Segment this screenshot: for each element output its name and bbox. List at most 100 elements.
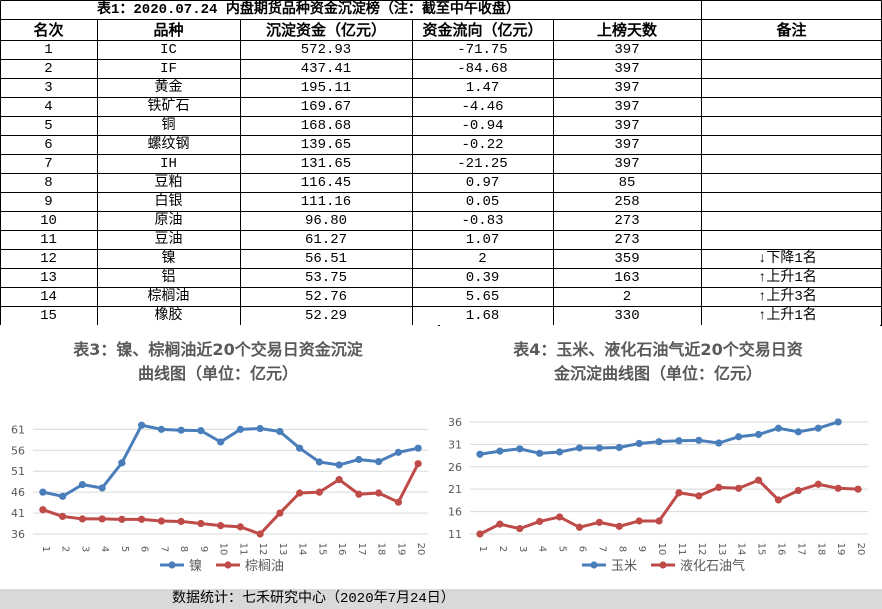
data-point [575,444,584,452]
data-point [814,480,822,488]
data-point [414,460,422,468]
header-days: 上榜天数 [596,21,657,39]
cell-name: 铜 [161,118,176,134]
cell-name: IC [160,42,177,58]
legend-marker [590,561,598,569]
data-point [315,458,323,466]
x-tick-label: 17 [795,543,806,556]
x-tick-label: 18 [376,543,387,556]
chart-title-line: 曲线图（单位：亿元） [138,364,298,383]
cell-days: 397 [614,99,640,115]
x-tick-label: 13 [716,543,727,556]
cell-days: 397 [614,137,640,153]
legend-label: 玉米 [611,559,637,574]
cell-amount: 56.51 [304,251,347,267]
y-tick-label: 36 [448,416,462,429]
cell-flow: 1.68 [465,308,500,324]
legend-label: 液化石油气 [680,558,745,574]
data-point [675,437,683,445]
x-tick-label: 15 [756,543,767,556]
data-point [138,421,146,429]
cell-name: 白银 [154,194,183,210]
cell-days: 273 [614,232,640,248]
legend-label: 镍 [189,559,202,574]
cell-amount: 195.11 [300,80,352,96]
cell-rank: 4 [44,99,53,115]
cell-amount: 168.68 [300,118,352,134]
data-point [854,485,862,493]
y-tick-label: 56 [11,444,25,457]
data-point [496,520,504,528]
data-point [59,492,67,500]
data-point [794,428,802,436]
cell-name: 螺纹钢 [147,137,190,153]
cell-amount: 53.75 [304,270,347,286]
x-tick-label: 2 [60,546,71,552]
data-point [335,475,343,484]
x-tick-label: 8 [616,546,627,552]
data-point [335,461,343,469]
x-tick-label: 19 [395,543,406,556]
data-point [197,519,205,528]
x-tick-label: 3 [79,546,90,552]
data-point [715,483,723,491]
x-tick-label: 11 [237,543,248,556]
header-name: 品种 [153,21,184,39]
data-point [735,484,743,492]
data-point [635,439,643,448]
y-tick-label: 46 [11,486,25,499]
cell-amount: 572.93 [300,42,352,58]
x-tick-label: 3 [517,546,528,552]
data-point [39,488,47,496]
cell-amount: 169.67 [300,99,352,115]
cell-flow: 0.39 [465,270,500,286]
y-tick-label: 51 [11,465,25,478]
data-point [39,506,47,514]
line-chart-svg: 表4：玉米、液化石油气近20个交易日资金沉淀曲线图（单位：亿元）11162126… [448,340,868,574]
data-point [536,517,544,526]
x-tick-label: 9 [636,546,647,552]
x-tick-label: 14 [297,543,308,556]
cell-amount: 61.27 [304,232,347,248]
cell-name: IF [160,61,177,77]
x-tick-label: 10 [218,543,229,556]
cell-amount: 52.29 [304,308,347,324]
x-tick-label: 9 [198,546,209,552]
data-point [735,433,743,441]
data-point [236,425,244,433]
x-tick-label: 12 [696,543,707,556]
legend-label: 棕榈油 [245,559,284,574]
cell-rank: 12 [40,251,57,267]
y-tick-label: 36 [11,528,25,541]
data-point [814,424,822,432]
data-point [138,515,146,523]
data-point [595,444,603,452]
cell-days: 330 [614,308,640,324]
x-tick-label: 19 [835,543,846,556]
data-point [177,426,185,434]
x-tick-label: 1 [40,546,51,552]
cell-name: 豆粕 [154,175,183,191]
x-tick-label: 6 [576,546,587,552]
data-point [754,476,763,484]
cell-name: 铝 [161,270,176,286]
data-point [496,447,504,455]
cell-flow: -0.94 [461,118,504,134]
data-point [834,418,842,426]
cell-name: 原油 [154,213,183,229]
x-tick-label: 17 [356,543,367,556]
data-point [774,424,783,432]
data-point [695,492,703,500]
cell-flow: -0.83 [461,213,504,229]
data-point [78,481,86,489]
x-tick-label: 11 [676,543,687,556]
data-point [355,490,363,498]
x-tick-label: 6 [139,546,150,552]
data-point [695,436,703,444]
cell-amount: 96.80 [304,213,347,229]
cell-rank: 5 [44,118,53,134]
cell-name: 铁矿石 [147,99,190,115]
cell-flow: 0.97 [465,175,500,191]
x-tick-label: 1 [477,546,488,552]
x-tick-label: 8 [178,546,189,552]
